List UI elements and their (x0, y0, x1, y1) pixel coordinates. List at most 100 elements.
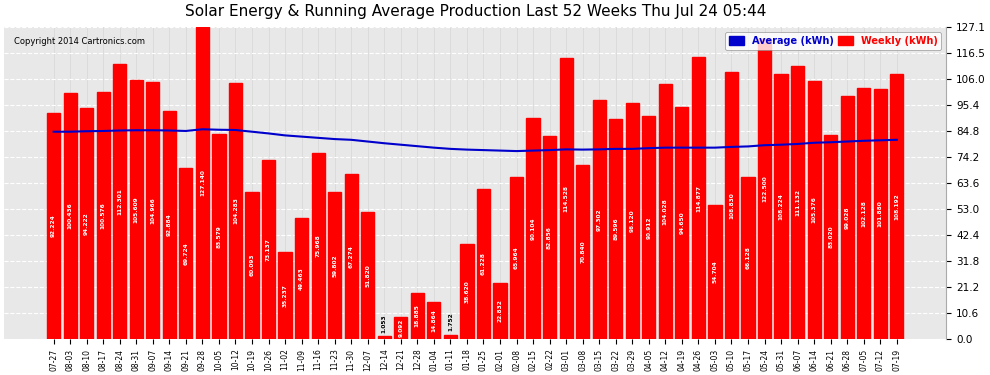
Bar (394, 316, 408, 339)
Bar (873, 89, 887, 339)
Bar (328, 192, 342, 339)
Text: 100.436: 100.436 (67, 202, 72, 229)
Bar (791, 66, 804, 339)
Text: Copyright 2014 Cartronics.com: Copyright 2014 Cartronics.com (14, 37, 145, 46)
Bar (428, 302, 441, 339)
Text: 82.856: 82.856 (547, 226, 552, 249)
Text: 73.137: 73.137 (266, 238, 271, 261)
Text: 108.830: 108.830 (729, 192, 734, 219)
Bar (675, 107, 688, 339)
Bar (295, 217, 308, 339)
Bar (460, 244, 473, 339)
Text: 114.528: 114.528 (563, 185, 568, 212)
Bar (692, 57, 705, 339)
Bar (278, 252, 292, 339)
Text: 60.093: 60.093 (249, 254, 254, 276)
Bar (229, 83, 243, 339)
Bar (774, 74, 788, 339)
Bar (543, 136, 556, 339)
Text: 9.092: 9.092 (398, 318, 403, 337)
Text: 69.724: 69.724 (183, 242, 188, 265)
Text: 100.576: 100.576 (101, 202, 106, 229)
Text: 105.609: 105.609 (134, 196, 139, 223)
Text: 122.500: 122.500 (762, 176, 767, 202)
Title: Solar Energy & Running Average Production Last 52 Weeks Thu Jul 24 05:44: Solar Energy & Running Average Productio… (184, 4, 766, 19)
Text: 67.274: 67.274 (348, 245, 353, 268)
Text: 92.884: 92.884 (167, 214, 172, 236)
Text: 108.224: 108.224 (778, 193, 783, 220)
Text: 90.104: 90.104 (531, 217, 536, 240)
Bar (643, 116, 655, 339)
Text: 105.376: 105.376 (812, 196, 817, 223)
Text: 1.053: 1.053 (382, 314, 387, 333)
Bar (559, 58, 573, 339)
Bar (47, 113, 60, 339)
Text: 83.579: 83.579 (217, 225, 222, 248)
Text: 102.128: 102.128 (861, 200, 866, 227)
Bar (824, 135, 838, 339)
Bar (312, 153, 325, 339)
Text: 89.596: 89.596 (613, 218, 618, 240)
Bar (593, 100, 606, 339)
Text: 104.966: 104.966 (150, 197, 155, 223)
Text: 92.224: 92.224 (51, 214, 56, 237)
Bar (576, 165, 589, 339)
Bar (113, 63, 127, 339)
Bar (708, 205, 722, 339)
Text: 22.832: 22.832 (498, 299, 503, 322)
Bar (345, 174, 357, 339)
Text: 61.228: 61.228 (481, 252, 486, 275)
Bar (477, 189, 490, 339)
Bar (890, 74, 904, 339)
Text: 70.840: 70.840 (580, 241, 585, 263)
Text: 96.120: 96.120 (630, 210, 635, 232)
Bar (841, 96, 853, 339)
Text: 35.237: 35.237 (282, 284, 287, 307)
Bar (162, 111, 176, 339)
Text: 83.020: 83.020 (829, 226, 834, 248)
Bar (510, 177, 523, 339)
Bar (130, 80, 143, 339)
Bar (626, 103, 639, 339)
Bar (609, 119, 623, 339)
Text: 90.912: 90.912 (646, 216, 651, 238)
Bar (80, 108, 93, 339)
Text: 94.650: 94.650 (679, 211, 684, 234)
Text: 38.620: 38.620 (464, 280, 469, 303)
Bar (444, 334, 457, 339)
Text: 112.301: 112.301 (117, 188, 122, 214)
Bar (411, 292, 424, 339)
Text: 97.302: 97.302 (597, 208, 602, 231)
Bar (147, 81, 159, 339)
Text: 18.885: 18.885 (415, 304, 420, 327)
Text: 104.028: 104.028 (663, 198, 668, 225)
Text: 94.222: 94.222 (84, 212, 89, 235)
Text: 1.752: 1.752 (447, 312, 452, 331)
Text: 127.140: 127.140 (200, 170, 205, 196)
Bar (361, 212, 374, 339)
Text: 54.704: 54.704 (713, 260, 718, 283)
Text: 114.877: 114.877 (696, 184, 701, 211)
Legend: Average (kWh), Weekly (kWh): Average (kWh), Weekly (kWh) (726, 32, 941, 50)
Text: 99.028: 99.028 (844, 206, 849, 229)
Bar (808, 81, 821, 339)
Bar (857, 88, 870, 339)
Bar (658, 84, 672, 339)
Bar (196, 27, 209, 339)
Bar (262, 160, 275, 339)
Bar (725, 72, 739, 339)
Bar (212, 134, 226, 339)
Text: 104.283: 104.283 (233, 198, 238, 225)
Text: 108.192: 108.192 (894, 193, 899, 220)
Bar (246, 192, 258, 339)
Text: 101.880: 101.880 (878, 201, 883, 227)
Bar (63, 93, 77, 339)
Bar (97, 92, 110, 339)
Text: 14.864: 14.864 (432, 309, 437, 332)
Text: 51.820: 51.820 (365, 264, 370, 287)
Bar (742, 177, 754, 339)
Bar (377, 336, 391, 339)
Text: 49.463: 49.463 (299, 267, 304, 290)
Bar (527, 118, 540, 339)
Bar (758, 39, 771, 339)
